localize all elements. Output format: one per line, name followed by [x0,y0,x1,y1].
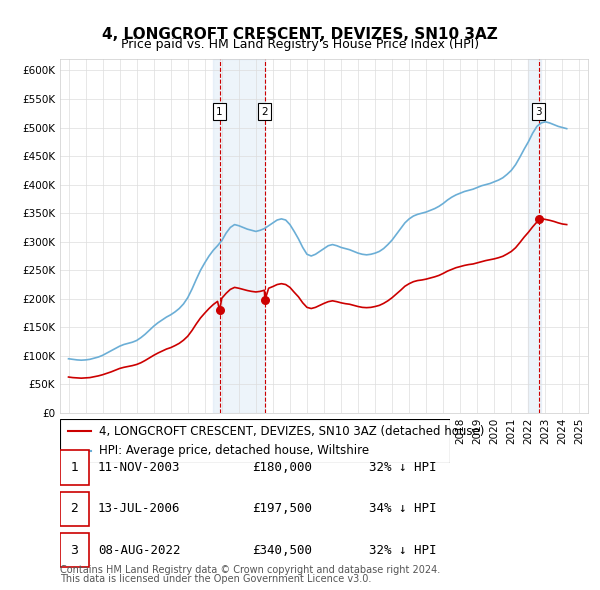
Text: 3: 3 [70,543,78,557]
Text: 34% ↓ HPI: 34% ↓ HPI [370,502,437,516]
Text: 4, LONGCROFT CRESCENT, DEVIZES, SN10 3AZ (detached house): 4, LONGCROFT CRESCENT, DEVIZES, SN10 3AZ… [99,425,484,438]
Text: 1: 1 [216,107,223,117]
Bar [529,59,541,413]
Point [534,214,544,223]
Text: Contains HM Land Registry data © Crown copyright and database right 2024.: Contains HM Land Registry data © Crown c… [60,565,440,575]
Text: £340,500: £340,500 [252,543,312,557]
Text: 13-JUL-2006: 13-JUL-2006 [98,502,181,516]
FancyBboxPatch shape [60,533,89,568]
Point [215,306,224,315]
Text: 32% ↓ HPI: 32% ↓ HPI [370,461,437,474]
Text: Price paid vs. HM Land Registry's House Price Index (HPI): Price paid vs. HM Land Registry's House … [121,38,479,51]
Text: 3: 3 [535,107,542,117]
Text: £180,000: £180,000 [252,461,312,474]
Bar [213,59,265,413]
FancyBboxPatch shape [60,450,89,485]
FancyBboxPatch shape [60,419,450,463]
Text: HPI: Average price, detached house, Wiltshire: HPI: Average price, detached house, Wilt… [99,444,369,457]
Text: 1: 1 [70,461,78,474]
Text: This data is licensed under the Open Government Licence v3.0.: This data is licensed under the Open Gov… [60,574,371,584]
Text: 4, LONGCROFT CRESCENT, DEVIZES, SN10 3AZ: 4, LONGCROFT CRESCENT, DEVIZES, SN10 3AZ [102,27,498,41]
Text: 2: 2 [262,107,268,117]
Text: 11-NOV-2003: 11-NOV-2003 [98,461,181,474]
Text: £197,500: £197,500 [252,502,312,516]
Text: 2: 2 [70,502,78,516]
Text: 32% ↓ HPI: 32% ↓ HPI [370,543,437,557]
Text: 08-AUG-2022: 08-AUG-2022 [98,543,181,557]
FancyBboxPatch shape [60,491,89,526]
Point [260,296,269,305]
